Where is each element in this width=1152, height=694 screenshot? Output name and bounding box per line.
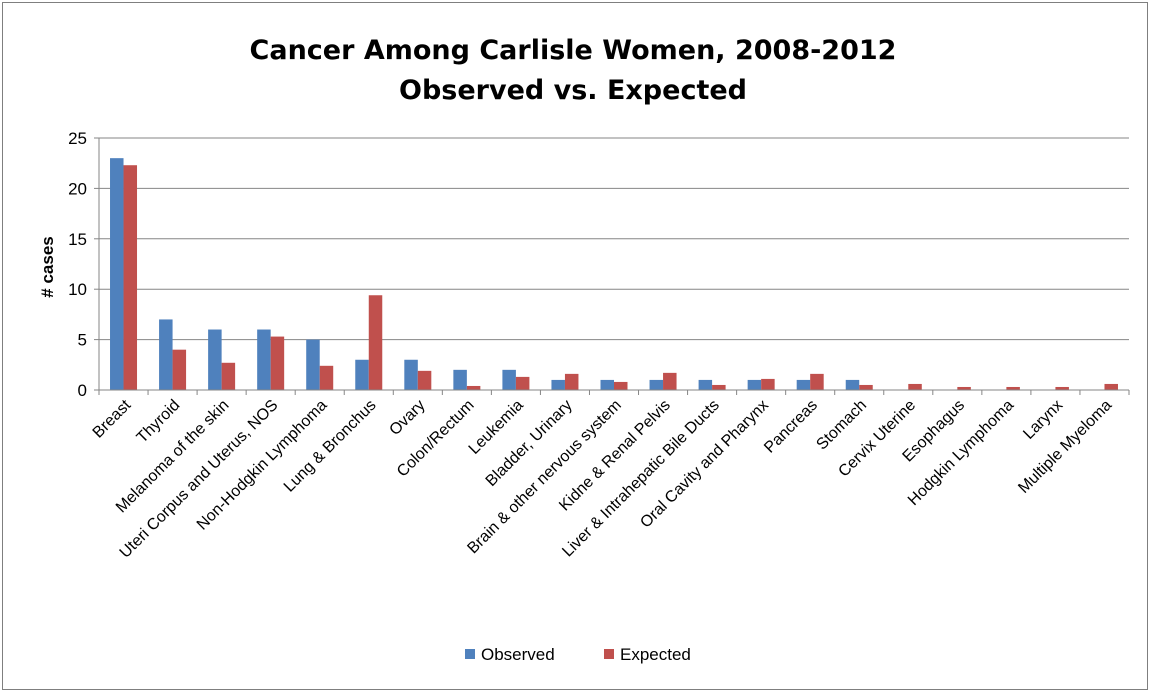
bar-expected-7 — [466, 385, 481, 390]
bars — [110, 158, 1118, 390]
bar-expected-20 — [1104, 383, 1118, 390]
bar-expected-2 — [221, 362, 236, 390]
y-tick-label: 25 — [68, 129, 87, 148]
bar-expected-4 — [319, 365, 334, 390]
bar-expected-10 — [614, 381, 628, 390]
legend-label-expected: Expected — [620, 645, 691, 664]
bar-expected-6 — [417, 370, 432, 390]
bar-observed-10 — [600, 379, 614, 390]
bar-expected-15 — [859, 384, 873, 390]
bar-expected-17 — [957, 386, 971, 390]
bar-expected-3 — [270, 336, 285, 390]
bar-expected-1 — [172, 349, 187, 390]
bar-observed-5 — [355, 359, 369, 390]
y-tick-label: 0 — [78, 381, 87, 400]
bar-observed-9 — [551, 379, 565, 390]
bar-observed-15 — [845, 379, 860, 390]
bar-expected-18 — [1006, 386, 1020, 390]
y-tick-label: 20 — [68, 179, 87, 198]
bar-expected-13 — [761, 378, 775, 390]
bar-observed-14 — [796, 379, 811, 390]
x-category-label: Larynx — [1020, 397, 1066, 443]
y-axis-ticks: 0 5 10 15 20 25 — [68, 129, 87, 400]
bar-observed-4 — [306, 339, 320, 390]
bar-observed-6 — [404, 359, 418, 390]
chart-title-line-1: Cancer Among Carlisle Women, 2008-2012 — [250, 35, 897, 66]
bar-observed-7 — [453, 369, 467, 390]
bar-expected-0 — [123, 165, 138, 390]
y-tick-label: 5 — [78, 331, 87, 350]
y-axis-title: # cases — [38, 236, 57, 297]
legend-label-observed: Observed — [481, 645, 555, 664]
bar-expected-11 — [663, 372, 677, 390]
legend-swatch-expected — [604, 649, 614, 659]
bar-observed-13 — [747, 379, 762, 390]
x-category-label: Lung & Bronchus — [281, 397, 380, 496]
bar-observed-3 — [257, 329, 271, 390]
bar-observed-12 — [698, 379, 713, 390]
axes — [94, 137, 1130, 395]
gridlines — [99, 137, 1129, 341]
bar-expected-12 — [712, 384, 726, 390]
bar-expected-5 — [368, 295, 383, 390]
legend: Observed Expected — [465, 645, 691, 664]
x-category-label: Bladder, Urinary — [483, 397, 576, 490]
bar-expected-9 — [564, 373, 579, 390]
bar-observed-2 — [208, 329, 222, 390]
x-category-label: Multiple Myeloma — [1015, 397, 1115, 497]
x-category-label: Pancreas — [761, 397, 821, 457]
bar-expected-8 — [515, 376, 530, 390]
bar-observed-11 — [649, 379, 664, 390]
x-category-label: Ovary — [386, 397, 428, 439]
legend-swatch-observed — [465, 649, 475, 659]
x-category-label: Thyroid — [134, 397, 184, 447]
x-category-label: Breast — [90, 396, 135, 441]
bar-observed-0 — [110, 158, 124, 390]
bar-chart: Cancer Among Carlisle Women, 2008-2012 O… — [38, 35, 1130, 664]
y-tick-label: 10 — [68, 280, 87, 299]
bar-observed-8 — [502, 369, 516, 390]
bar-expected-14 — [810, 373, 824, 390]
bar-expected-19 — [1055, 386, 1069, 390]
bar-observed-1 — [159, 319, 173, 390]
chart-title-line-2: Observed vs. Expected — [399, 75, 747, 106]
bar-expected-16 — [908, 383, 922, 390]
y-tick-label: 15 — [68, 230, 87, 249]
